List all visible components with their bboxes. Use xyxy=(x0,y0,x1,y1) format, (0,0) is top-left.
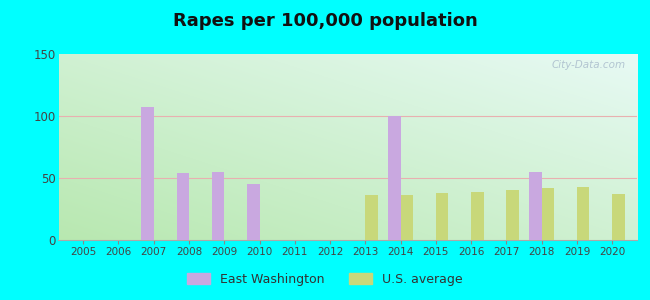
Bar xyxy=(142,107,154,240)
Bar xyxy=(212,172,224,240)
Bar xyxy=(247,184,259,240)
Bar xyxy=(365,195,378,240)
Bar xyxy=(436,193,448,240)
Bar xyxy=(577,187,590,240)
Bar xyxy=(541,188,554,240)
Bar xyxy=(612,194,625,240)
Text: City-Data.com: City-Data.com xyxy=(551,60,625,70)
Bar xyxy=(388,116,400,240)
Text: Rapes per 100,000 population: Rapes per 100,000 population xyxy=(173,12,477,30)
Bar xyxy=(529,172,541,240)
Bar xyxy=(177,173,189,240)
Bar xyxy=(506,190,519,240)
Bar xyxy=(400,195,413,240)
Legend: East Washington, U.S. average: East Washington, U.S. average xyxy=(183,268,467,291)
Bar xyxy=(471,192,484,240)
